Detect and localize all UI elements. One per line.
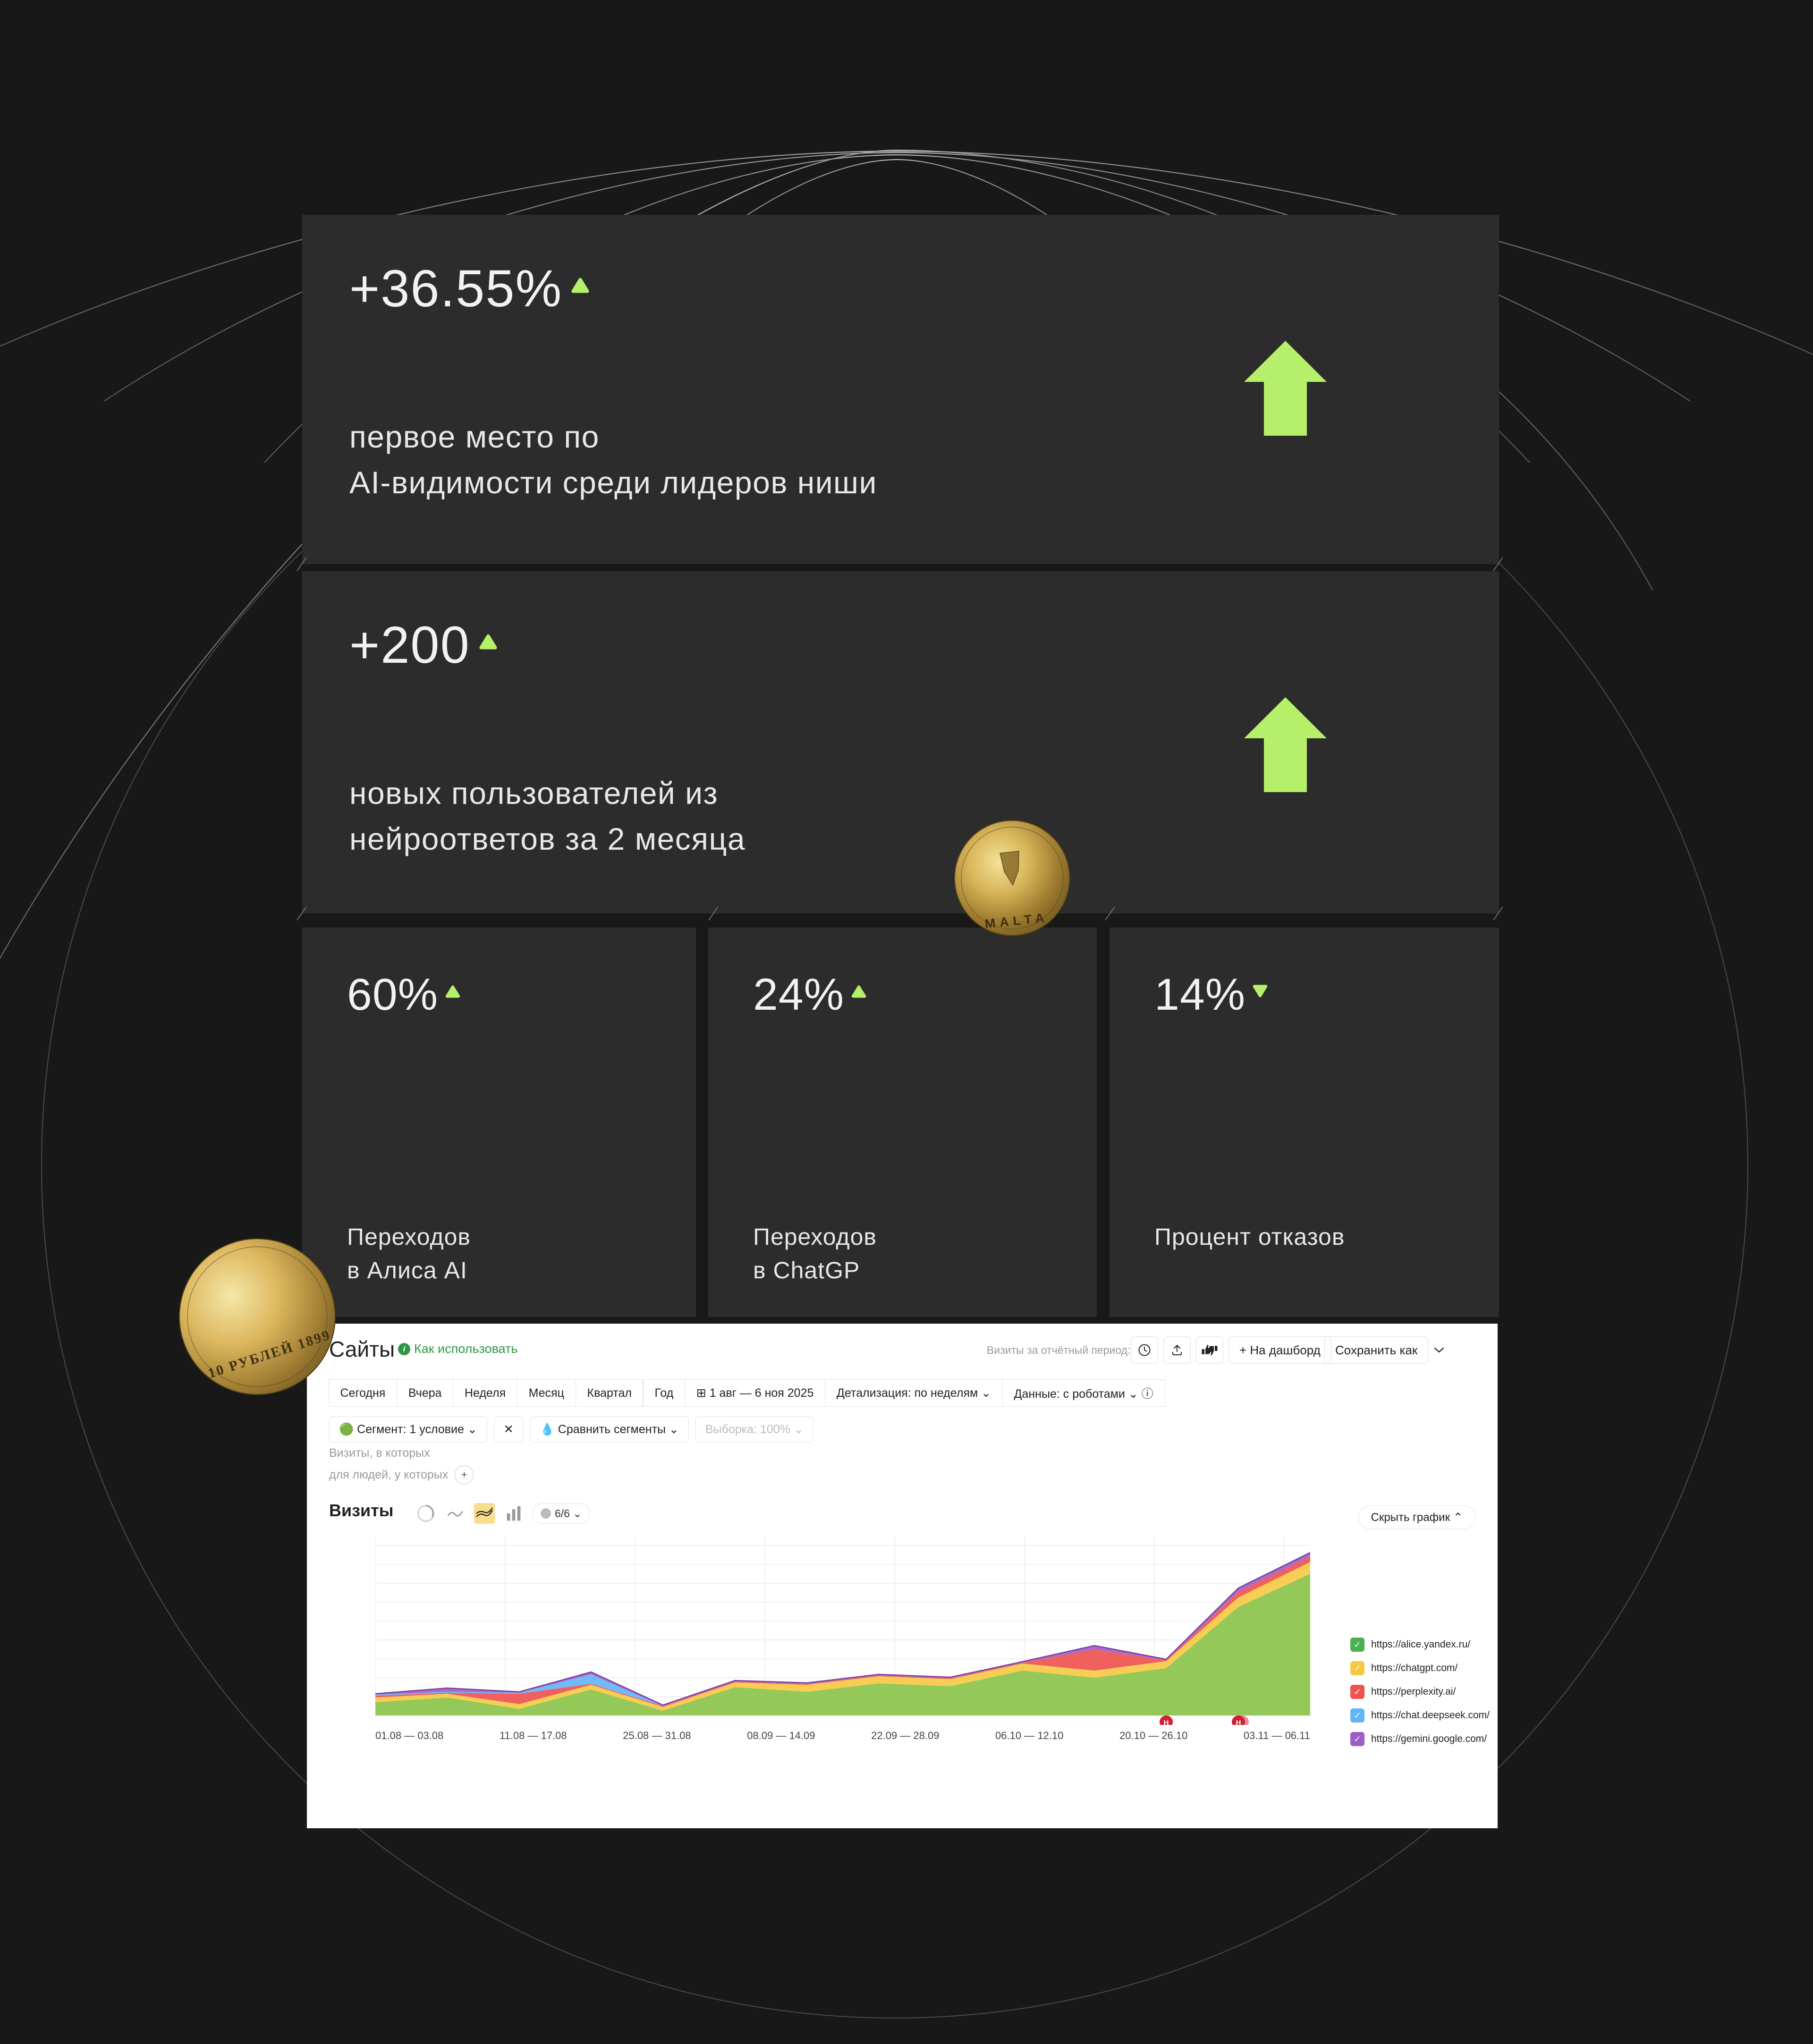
- svg-text:H: H: [1164, 1719, 1169, 1725]
- svg-text:H: H: [1236, 1719, 1241, 1725]
